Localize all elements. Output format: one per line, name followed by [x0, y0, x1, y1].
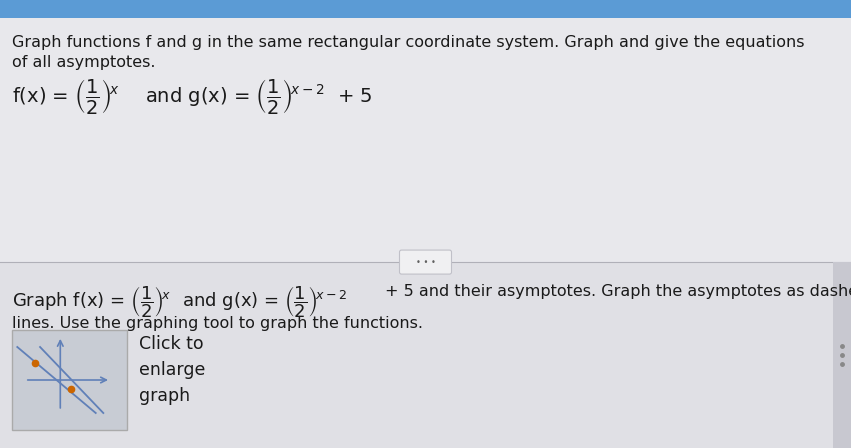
Text: and g(x) = $\left(\dfrac{1}{2}\right)^{\!x-2}$: and g(x) = $\left(\dfrac{1}{2}\right)^{\… [182, 284, 347, 320]
FancyBboxPatch shape [0, 262, 851, 448]
Text: • • •: • • • [415, 258, 436, 267]
Text: + 5 and their asymptotes. Graph the asymptotes as dashed: + 5 and their asymptotes. Graph the asym… [385, 284, 851, 299]
FancyBboxPatch shape [833, 262, 851, 448]
Text: and g(x) = $\left(\dfrac{1}{2}\right)^{\!x-2}$  + 5: and g(x) = $\left(\dfrac{1}{2}\right)^{\… [145, 77, 373, 116]
Text: lines. Use the graphing tool to graph the functions.: lines. Use the graphing tool to graph th… [12, 316, 423, 331]
Text: f(x) = $\left(\dfrac{1}{2}\right)^{\!x}$: f(x) = $\left(\dfrac{1}{2}\right)^{\!x}$ [12, 77, 119, 116]
FancyBboxPatch shape [0, 18, 851, 262]
FancyBboxPatch shape [399, 250, 452, 274]
FancyBboxPatch shape [0, 0, 851, 18]
Text: Graph functions f and g in the same rectangular coordinate system. Graph and giv: Graph functions f and g in the same rect… [12, 35, 804, 50]
Text: Click to
enlarge
graph: Click to enlarge graph [139, 335, 205, 405]
FancyBboxPatch shape [12, 330, 127, 430]
Text: of all asymptotes.: of all asymptotes. [12, 55, 156, 70]
Text: Graph f(x) = $\left(\dfrac{1}{2}\right)^{\!x}$: Graph f(x) = $\left(\dfrac{1}{2}\right)^… [12, 284, 172, 320]
